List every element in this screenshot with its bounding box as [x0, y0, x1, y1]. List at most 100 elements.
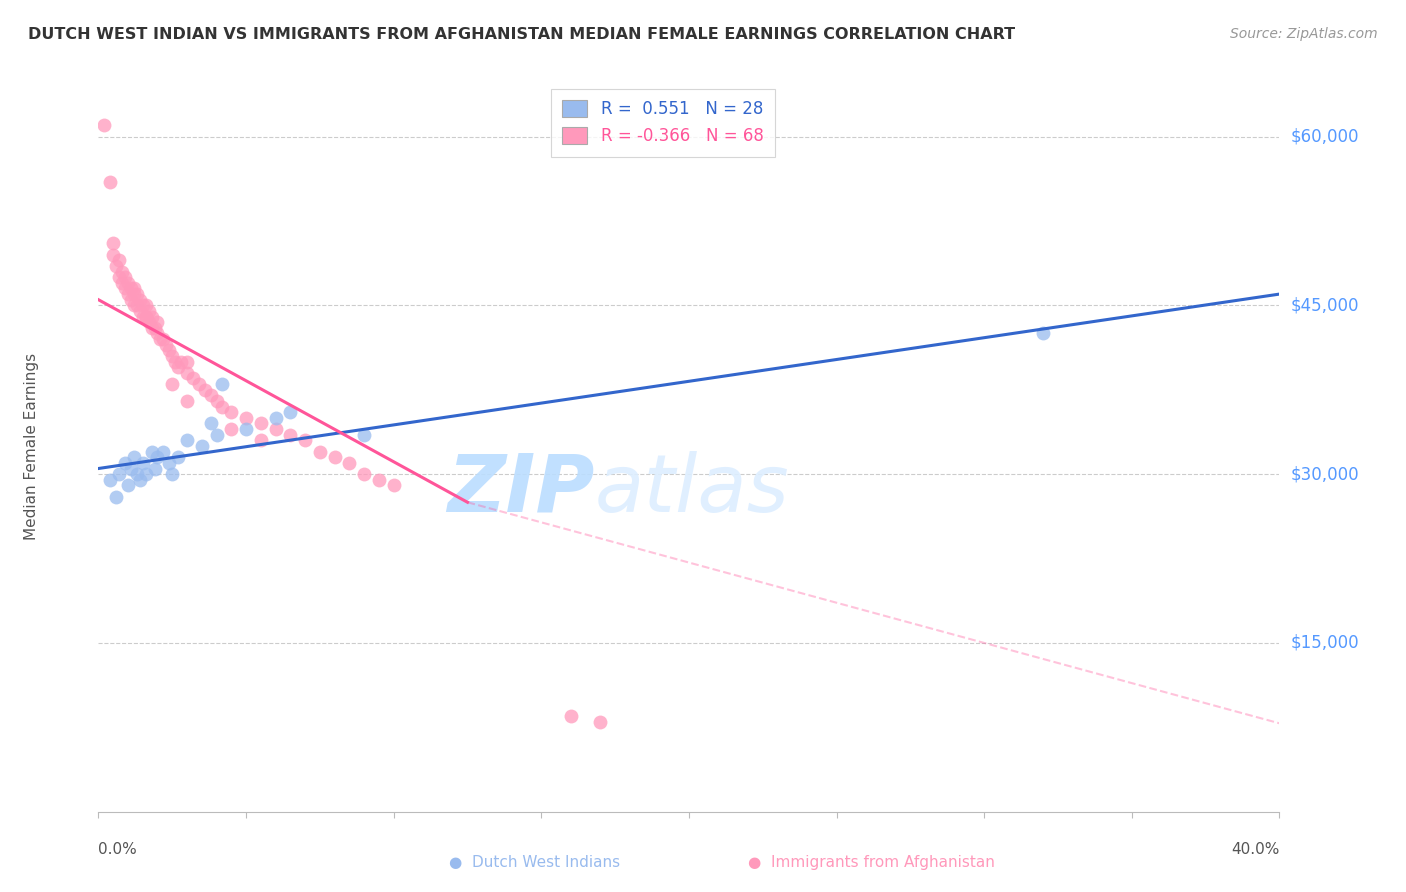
Point — [264, 422, 287, 436]
Point — [141, 310, 163, 324]
Point — [122, 298, 145, 312]
Point — [143, 461, 166, 475]
Point — [152, 444, 174, 458]
Point — [128, 473, 150, 487]
Point — [200, 417, 222, 431]
Point — [167, 360, 190, 375]
Point — [194, 383, 217, 397]
Text: 0.0%: 0.0% — [98, 842, 138, 857]
Point — [122, 281, 145, 295]
Point — [149, 332, 172, 346]
Point — [337, 456, 360, 470]
Point — [138, 315, 160, 329]
Point — [128, 304, 150, 318]
Point — [111, 276, 134, 290]
Text: ZIP: ZIP — [447, 450, 595, 529]
Point — [162, 377, 183, 392]
Point — [135, 467, 157, 482]
Point — [98, 175, 121, 189]
Point — [146, 326, 169, 341]
Text: ●  Immigrants from Afghanistan: ● Immigrants from Afghanistan — [748, 855, 995, 870]
Point — [125, 298, 148, 312]
Point — [128, 293, 150, 307]
Point — [219, 422, 242, 436]
Point — [219, 405, 242, 419]
Point — [250, 417, 273, 431]
Point — [108, 270, 131, 285]
Point — [200, 388, 222, 402]
Point — [103, 236, 125, 251]
Point — [235, 410, 257, 425]
Point — [141, 444, 163, 458]
Point — [122, 287, 145, 301]
Point — [170, 354, 193, 368]
Point — [138, 304, 160, 318]
Point — [117, 287, 139, 301]
Point — [105, 490, 128, 504]
Point — [146, 315, 169, 329]
Point — [152, 332, 174, 346]
Point — [111, 264, 134, 278]
Text: DUTCH WEST INDIAN VS IMMIGRANTS FROM AFGHANISTAN MEDIAN FEMALE EARNINGS CORRELAT: DUTCH WEST INDIAN VS IMMIGRANTS FROM AFG… — [28, 27, 1015, 42]
Point — [105, 259, 128, 273]
Point — [309, 444, 332, 458]
Point — [235, 422, 257, 436]
Point — [135, 298, 157, 312]
Point — [353, 427, 375, 442]
Point — [211, 400, 233, 414]
Point — [278, 427, 302, 442]
Point — [125, 467, 148, 482]
Point — [1032, 326, 1054, 341]
Point — [132, 310, 155, 324]
Point — [141, 321, 163, 335]
Text: $30,000: $30,000 — [1291, 465, 1360, 483]
Point — [143, 321, 166, 335]
Point — [353, 467, 375, 482]
Point — [114, 456, 136, 470]
Point — [165, 354, 187, 368]
Point — [103, 248, 125, 262]
Point — [323, 450, 346, 465]
Point — [157, 343, 180, 358]
Point — [114, 270, 136, 285]
Point — [120, 293, 142, 307]
Point — [155, 337, 177, 351]
Point — [176, 434, 198, 448]
Point — [382, 478, 405, 492]
Point — [135, 310, 157, 324]
Point — [167, 450, 190, 465]
Point — [191, 439, 214, 453]
Point — [368, 473, 391, 487]
Point — [162, 349, 183, 363]
Point — [120, 281, 142, 295]
Point — [205, 394, 228, 409]
Point — [93, 118, 115, 132]
Legend: R =  0.551   N = 28, R = -0.366   N = 68: R = 0.551 N = 28, R = -0.366 N = 68 — [551, 88, 775, 157]
Point — [162, 467, 183, 482]
Text: 40.0%: 40.0% — [1232, 842, 1279, 857]
Point — [211, 377, 233, 392]
Point — [120, 461, 142, 475]
Point — [264, 410, 287, 425]
Point — [108, 253, 131, 268]
Text: $45,000: $45,000 — [1291, 296, 1360, 314]
Point — [278, 405, 302, 419]
Point — [560, 709, 582, 723]
Text: atlas: atlas — [595, 450, 789, 529]
Point — [187, 377, 209, 392]
Text: $60,000: $60,000 — [1291, 128, 1360, 145]
Point — [98, 473, 121, 487]
Point — [176, 354, 198, 368]
Text: ●  Dutch West Indians: ● Dutch West Indians — [449, 855, 620, 870]
Text: Source: ZipAtlas.com: Source: ZipAtlas.com — [1230, 27, 1378, 41]
Point — [122, 450, 145, 465]
Point — [176, 366, 198, 380]
Point — [132, 298, 155, 312]
Point — [205, 427, 228, 442]
Point — [125, 287, 148, 301]
Point — [108, 467, 131, 482]
Point — [117, 478, 139, 492]
Point — [135, 310, 157, 324]
Point — [146, 450, 169, 465]
Point — [132, 456, 155, 470]
